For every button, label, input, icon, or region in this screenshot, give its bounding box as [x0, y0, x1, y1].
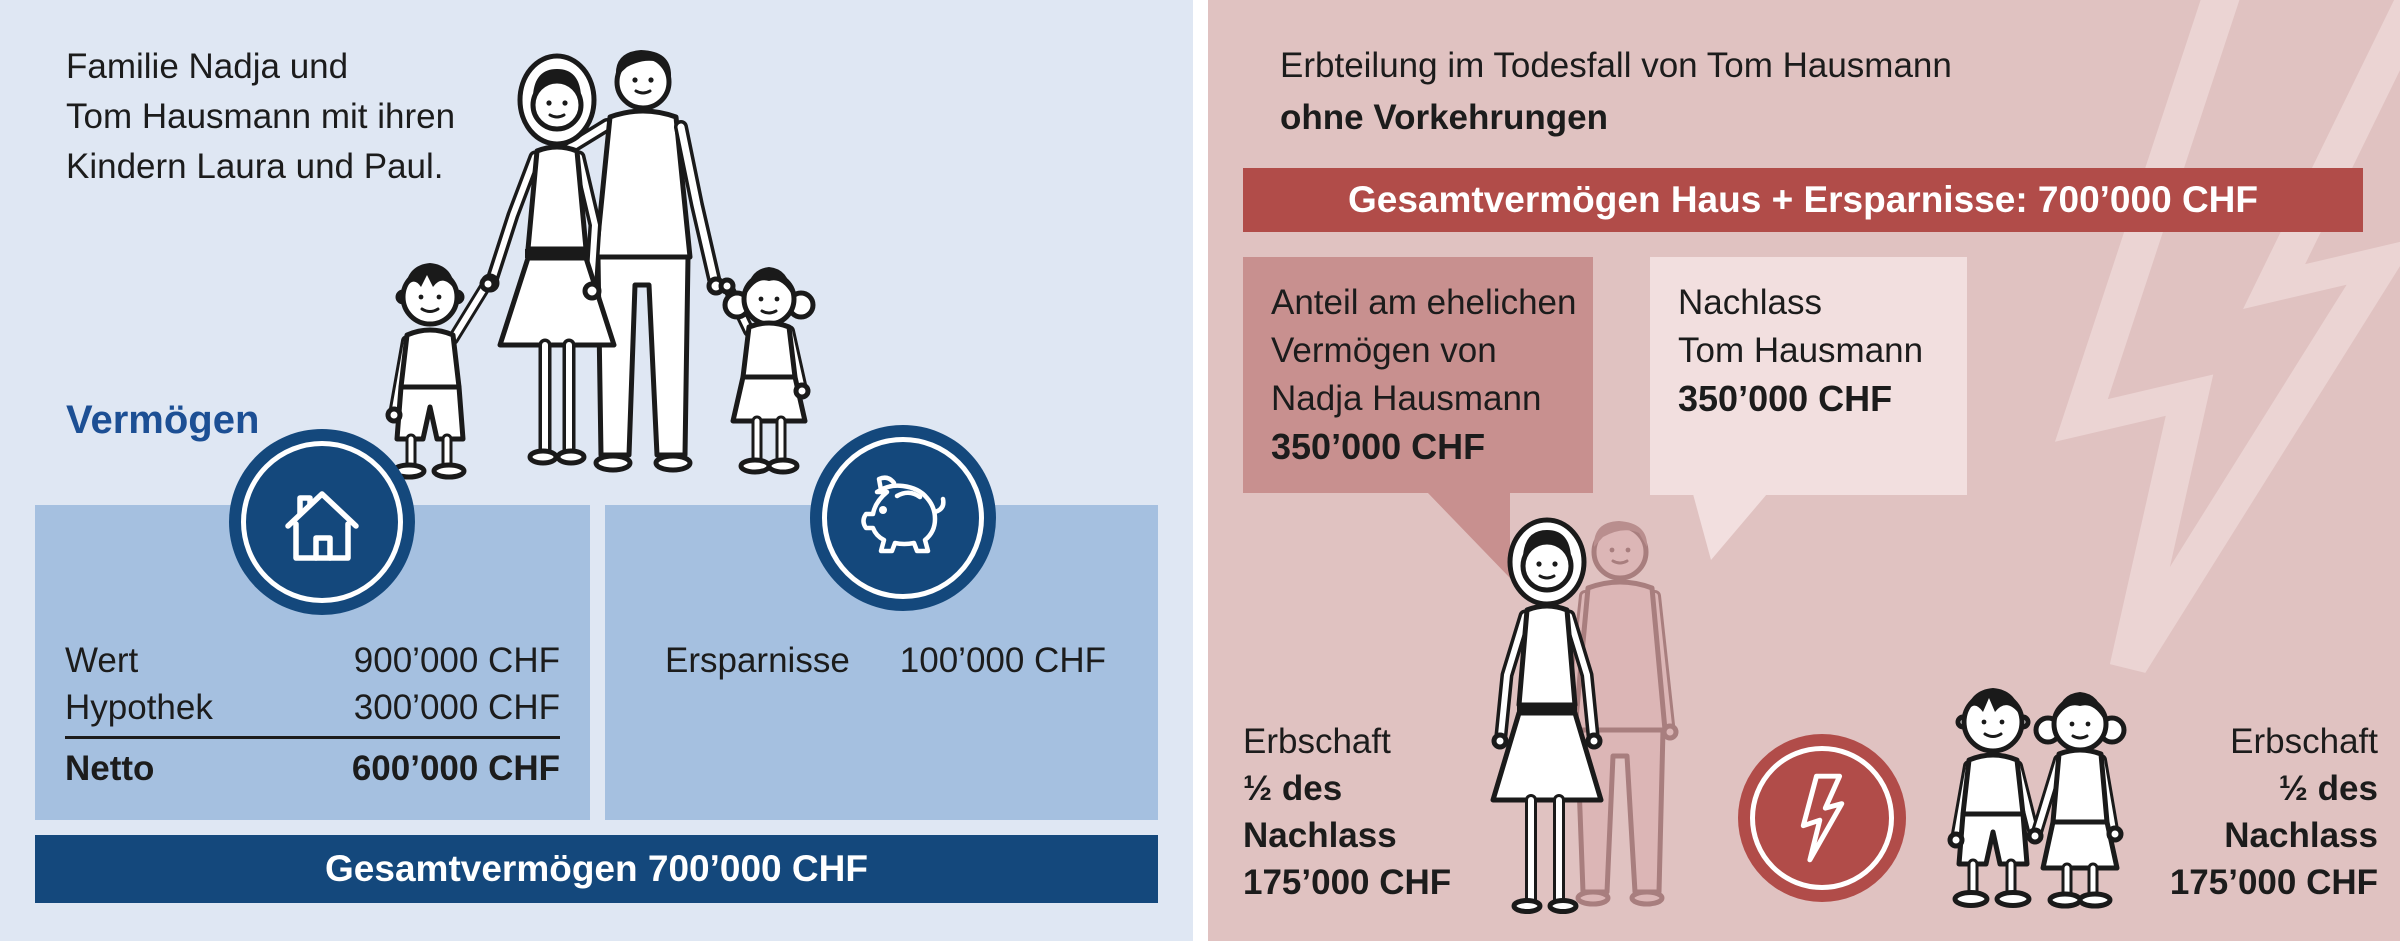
estate-bubble-tail — [1693, 494, 1767, 560]
piggy-bank-icon — [861, 475, 946, 554]
title-line: Erbteilung im Todesfall von Tom Hausmann — [1280, 46, 1952, 85]
sum-divider — [65, 736, 560, 739]
bubble-amount: 350’000 CHF — [1271, 426, 1486, 467]
intro-line: Tom Hausmann mit ihren — [66, 97, 456, 136]
inheritance-intro: Erbschaft — [2230, 722, 2378, 761]
heir-daughter-figure — [2026, 692, 2127, 909]
circle-ring — [1750, 746, 1894, 890]
inheritance-intro: Erbschaft — [1243, 722, 1391, 761]
row-label: Ersparnisse — [665, 641, 850, 680]
section-title-vermoegen: Vermögen — [66, 398, 260, 442]
inheritance-line: ½ des — [1243, 769, 1343, 808]
lightning-icon — [1800, 773, 1845, 863]
children-inheritance-text: Erbschaft ½ des Nachlass 175’000 CHF — [2170, 718, 2378, 906]
family-illustration — [385, 50, 816, 480]
widow-figure — [1490, 517, 1604, 914]
bubble-line: Anteil am ehelichen — [1271, 283, 1577, 322]
inheritance-line: ½ des — [2278, 769, 2378, 808]
bubble-amount: 350’000 CHF — [1678, 378, 1893, 419]
bubble-line: Tom Hausmann — [1678, 331, 1924, 370]
savings-icon-badge — [810, 425, 996, 611]
value-row: Wert 900’000 CHF — [65, 637, 560, 684]
spouse-bubble-tail — [1427, 492, 1510, 578]
panel-family-assets: Familie Nadja und Tom Hausmann mit ihren… — [0, 0, 1193, 941]
intro-line: Familie Nadja und — [66, 47, 349, 86]
total-assets-bar: Gesamtvermögen 700’000 CHF — [35, 835, 1158, 903]
bubble-line: Nachlass — [1678, 283, 1822, 322]
estate-bubble: Nachlass Tom Hausmann 350’000 CHF — [1650, 257, 1967, 495]
inheritance-amount: 175’000 CHF — [1243, 863, 1452, 902]
widow-and-deceased-illustration — [1490, 517, 1679, 914]
heir-son-figure — [1947, 688, 2039, 908]
circle-ring — [822, 437, 984, 599]
intro-line: Kindern Laura und Paul. — [66, 147, 444, 186]
inheritance-title: Erbteilung im Todesfall von Tom Hausmann… — [1280, 40, 1952, 144]
row-value: 900’000 CHF — [353, 641, 560, 680]
spouse-share-bubble: Anteil am ehelichen Vermögen von Nadja H… — [1243, 257, 1593, 493]
inheritance-line: Nachlass — [1243, 816, 1397, 855]
daughter-figure — [718, 267, 816, 475]
mother-figure — [480, 53, 617, 466]
row-value: 100’000 CHF — [899, 641, 1106, 680]
row-value: 600’000 CHF — [351, 749, 560, 788]
son-figure — [385, 263, 497, 480]
children-illustration — [1947, 688, 2127, 909]
inheritance-line: Nachlass — [2224, 816, 2378, 855]
total-row: Netto 600’000 CHF — [65, 745, 560, 792]
circle-ring — [241, 441, 403, 603]
inheritance-amount: 175’000 CHF — [2169, 863, 2378, 902]
family-intro-text: Familie Nadja und Tom Hausmann mit ihren… — [66, 42, 455, 192]
row-value: 300’000 CHF — [353, 688, 560, 727]
total-estate-bar: Gesamtvermögen Haus + Ersparnisse: 700’0… — [1243, 168, 2363, 232]
bubble-line: Nadja Hausmann — [1271, 379, 1542, 418]
lightning-watermark-icon — [2054, 0, 2400, 673]
title-line-bold: ohne Vorkehrungen — [1280, 98, 1608, 137]
bubble-line: Vermögen von — [1271, 331, 1497, 370]
conflict-badge — [1738, 734, 1906, 902]
value-row: Hypothek 300’000 CHF — [65, 684, 560, 731]
deceased-husband-figure — [1561, 521, 1679, 907]
row-label: Hypothek — [65, 688, 213, 727]
house-icon — [285, 491, 359, 561]
house-icon-badge — [229, 429, 415, 615]
row-label: Wert — [65, 641, 139, 680]
value-row: Ersparnisse 100’000 CHF — [665, 637, 1106, 684]
spouse-inheritance-text: Erbschaft ½ des Nachlass 175’000 CHF — [1243, 718, 1451, 906]
panel-inheritance: Erbteilung im Todesfall von Tom Hausmann… — [1208, 0, 2400, 941]
row-label: Netto — [65, 749, 155, 788]
